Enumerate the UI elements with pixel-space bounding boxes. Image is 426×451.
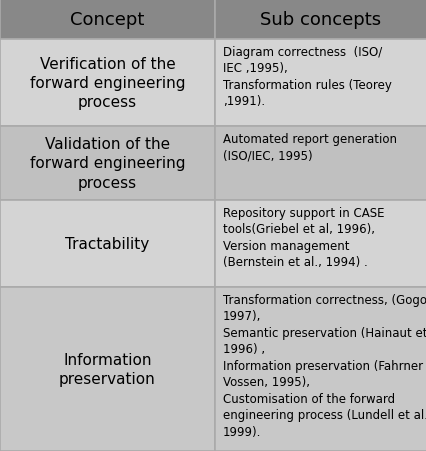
Bar	[214, 0, 426, 40]
Text: Verification of the
forward engineering
process: Verification of the forward engineering …	[29, 56, 185, 110]
Bar	[214, 287, 426, 451]
Text: Tractability: Tractability	[65, 236, 149, 251]
Bar	[214, 40, 426, 127]
Bar	[0, 287, 214, 451]
Bar	[214, 127, 426, 200]
Bar	[0, 200, 214, 287]
Bar	[0, 0, 214, 40]
Text: Diagram correctness  (ISO/
IEC ,1995),
Transformation rules (Teorey
,1991).: Diagram correctness (ISO/ IEC ,1995), Tr…	[222, 46, 391, 108]
Text: Concept: Concept	[70, 11, 144, 29]
Bar	[0, 127, 214, 200]
Bar	[214, 200, 426, 287]
Text: Automated report generation
(ISO/IEC, 1995): Automated report generation (ISO/IEC, 19…	[222, 133, 396, 162]
Bar	[0, 40, 214, 127]
Text: Information
preservation: Information preservation	[59, 352, 155, 386]
Text: Sub concepts: Sub concepts	[260, 11, 380, 29]
Text: Transformation correctness, (Gogolla,
1997),
Semantic preservation (Hainaut et a: Transformation correctness, (Gogolla, 19…	[222, 293, 426, 438]
Text: Repository support in CASE
tools(Griebel et al, 1996),
Version management
(Berns: Repository support in CASE tools(Griebel…	[222, 206, 383, 269]
Text: Validation of the
forward engineering
process: Validation of the forward engineering pr…	[29, 137, 185, 190]
